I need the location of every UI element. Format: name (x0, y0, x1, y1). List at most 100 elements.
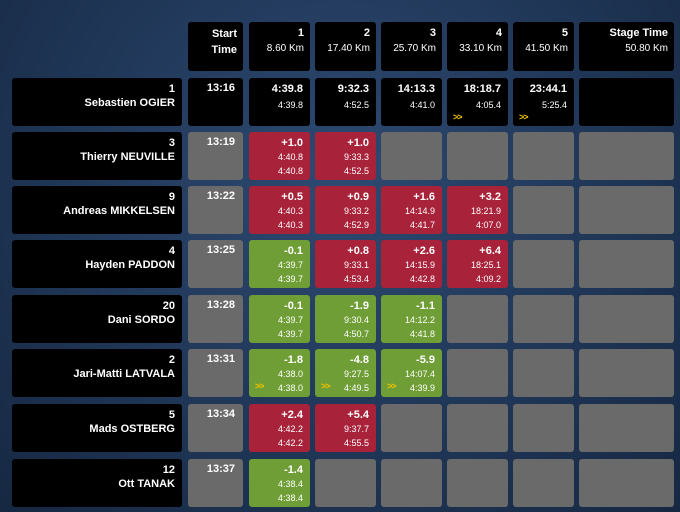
driver-number: 2 (168, 354, 175, 366)
split-time-cell[interactable]: +5.4 9:37.7 4:55.5 (315, 404, 376, 452)
start-time: 13:22 (206, 190, 235, 202)
split-sector-time: 4:39.7 (277, 329, 303, 339)
split-sector-time: 4:53.4 (343, 274, 369, 284)
split-time-cell[interactable]: -1.4 4:38.4 4:38.4 (249, 459, 310, 507)
split-time-cell[interactable]: +1.0 4:40.8 4:40.8 (249, 132, 310, 180)
split-time-cell[interactable]: +1.6 14:14.9 4:41.7 (381, 186, 442, 234)
split-cumulative-time: 9:27.5 (343, 369, 369, 379)
driver-cell[interactable]: 3 Thierry NEUVILLE (12, 132, 182, 180)
split-time-cell[interactable]: 14:13.3 4:41.0 (381, 78, 442, 126)
split-time-cell[interactable]: +0.9 9:33.2 4:52.9 (315, 186, 376, 234)
split-main-time: +1.0 (347, 137, 369, 149)
split-time-cell[interactable]: -1.1 14:12.2 4:41.8 (381, 295, 442, 343)
split-main-time: -1.8 (284, 354, 303, 366)
driver-number: 20 (162, 300, 175, 312)
split-main-time: -5.9 (416, 354, 435, 366)
driver-cell[interactable]: 9 Andreas MIKKELSEN (12, 186, 182, 234)
empty-split-cell (579, 186, 674, 234)
split-time-cell[interactable]: -0.1 4:39.7 4:39.7 (249, 295, 310, 343)
fastest-sector-icon: >> (519, 112, 528, 122)
empty-split-cell (579, 404, 674, 452)
driver-name: Hayden PADDON (85, 259, 175, 271)
start-time: 13:34 (206, 408, 235, 420)
split-time-cell[interactable]: 4:39.8 4:39.8 (249, 78, 310, 126)
split-time-cell[interactable]: +2.4 4:42.2 4:42.2 (249, 404, 310, 452)
split-main-time: +3.2 (479, 191, 501, 203)
split-number: 5 (561, 27, 568, 39)
split-distance: 33.10 Km (459, 43, 502, 54)
split-time-cell[interactable]: +2.6 14:15.9 4:42.8 (381, 240, 442, 288)
driver-name: Sebastien OGIER (84, 97, 175, 109)
empty-split-cell (447, 132, 508, 180)
driver-number: 12 (162, 464, 175, 476)
driver-cell[interactable]: 12 Ott TANAK (12, 459, 182, 507)
split-distance: 17.40 Km (327, 43, 370, 54)
driver-name: Ott TANAK (118, 478, 175, 490)
driver-cell[interactable]: 4 Hayden PADDON (12, 240, 182, 288)
empty-split-cell (579, 295, 674, 343)
split-time-cell[interactable]: +3.2 18:21.9 4:07.0 (447, 186, 508, 234)
driver-number: 1 (168, 83, 175, 95)
split-cumulative-time: 14:15.9 (404, 260, 435, 270)
driver-number: 9 (168, 191, 175, 203)
empty-split-cell (513, 132, 574, 180)
split-cumulative-time: 9:33.3 (343, 152, 369, 162)
header-split-3: 3 25.70 Km (381, 22, 442, 71)
split-cumulative-time: 14:12.2 (404, 315, 435, 325)
empty-split-cell (579, 132, 674, 180)
split-time-cell[interactable]: +6.4 18:25.1 4:09.2 (447, 240, 508, 288)
driver-cell[interactable]: 1 Sebastien OGIER (12, 78, 182, 126)
split-time-cell[interactable]: +0.8 9:33.1 4:53.4 (315, 240, 376, 288)
split-main-time: +0.8 (347, 245, 369, 257)
split-cumulative-time: 18:21.9 (470, 206, 501, 216)
stage-time-distance: 50.80 Km (625, 43, 668, 54)
empty-split-cell (513, 404, 574, 452)
start-time: 13:37 (206, 463, 235, 475)
split-time-cell[interactable]: -0.1 4:39.7 4:39.7 (249, 240, 310, 288)
driver-name: Andreas MIKKELSEN (63, 205, 175, 217)
split-time-cell[interactable]: +0.5 4:40.3 4:40.3 (249, 186, 310, 234)
split-cumulative-time: 14:14.9 (404, 206, 435, 216)
fastest-sector-icon: >> (453, 112, 462, 122)
split-sector-time: 4:52.9 (343, 220, 369, 230)
fastest-sector-icon: >> (255, 381, 264, 391)
split-time-cell[interactable]: -1.9 9:30.4 4:50.7 (315, 295, 376, 343)
header-split-4: 4 33.10 Km (447, 22, 508, 71)
fastest-sector-icon: >> (387, 381, 396, 391)
driver-cell[interactable]: 2 Jari-Matti LATVALA (12, 349, 182, 397)
split-sector-time: 4:42.2 (277, 438, 303, 448)
split-time-cell[interactable]: 23:44.1 5:25.4 >> (513, 78, 574, 126)
split-main-time: +1.6 (413, 191, 435, 203)
split-sector-time: 4:38.0 (277, 383, 303, 393)
split-distance: 25.70 Km (393, 43, 436, 54)
header-split-1: 1 8.60 Km (249, 22, 310, 71)
split-sector-time: 4:38.4 (277, 493, 303, 503)
start-time-cell: 13:31 (188, 349, 243, 397)
split-sector-time: 4:42.8 (409, 274, 435, 284)
empty-split-cell (579, 78, 674, 126)
empty-split-cell (579, 349, 674, 397)
empty-split-cell (381, 404, 442, 452)
empty-split-cell (513, 349, 574, 397)
split-main-time: +2.4 (281, 409, 303, 421)
header-start-label: Start (211, 28, 237, 40)
split-time-cell[interactable]: -5.9 14:07.4 4:39.9 >> (381, 349, 442, 397)
split-main-time: 23:44.1 (529, 83, 567, 95)
split-sector-time: 4:39.7 (277, 274, 303, 284)
split-time-cell[interactable]: -4.8 9:27.5 4:49.5 >> (315, 349, 376, 397)
driver-cell[interactable]: 5 Mads OSTBERG (12, 404, 182, 452)
split-sector-time: 4:52.5 (343, 166, 369, 176)
driver-cell[interactable]: 20 Dani SORDO (12, 295, 182, 343)
split-time-cell[interactable]: 18:18.7 4:05.4 >> (447, 78, 508, 126)
split-main-time: -1.9 (350, 300, 369, 312)
split-number: 2 (363, 27, 370, 39)
empty-split-cell (579, 459, 674, 507)
split-time-cell[interactable]: +1.0 9:33.3 4:52.5 (315, 132, 376, 180)
split-main-time: -0.1 (284, 300, 303, 312)
start-time-cell: 13:28 (188, 295, 243, 343)
split-time-cell[interactable]: -1.8 4:38.0 4:38.0 >> (249, 349, 310, 397)
split-time-cell[interactable]: 9:32.3 4:52.5 (315, 78, 376, 126)
empty-split-cell (579, 240, 674, 288)
split-sector-time: 4:55.5 (343, 438, 369, 448)
split-main-time: 4:39.8 (271, 83, 303, 95)
